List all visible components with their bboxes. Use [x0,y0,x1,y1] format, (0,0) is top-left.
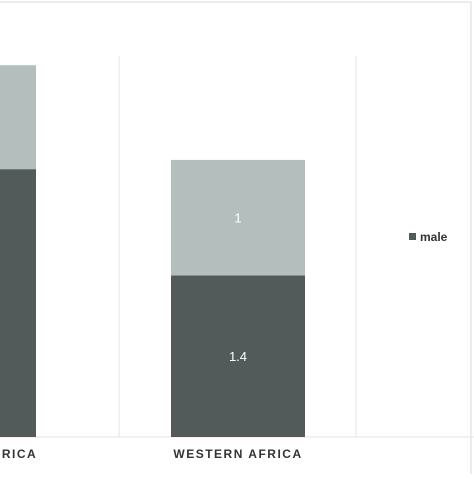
data-label: 1 [234,211,241,226]
bar-male-1 [0,169,36,438]
x-tick-label: AFRICA [0,447,37,461]
bar-male-2 [171,275,305,437]
data-label: 1.4 [229,349,247,364]
bar-series2-1 [0,65,36,170]
legend-label-male: male [420,230,448,244]
x-tick-label: WESTERN AFRICA [173,447,302,461]
legend-swatch-male [409,233,416,240]
bar-series2-2 [171,159,305,276]
